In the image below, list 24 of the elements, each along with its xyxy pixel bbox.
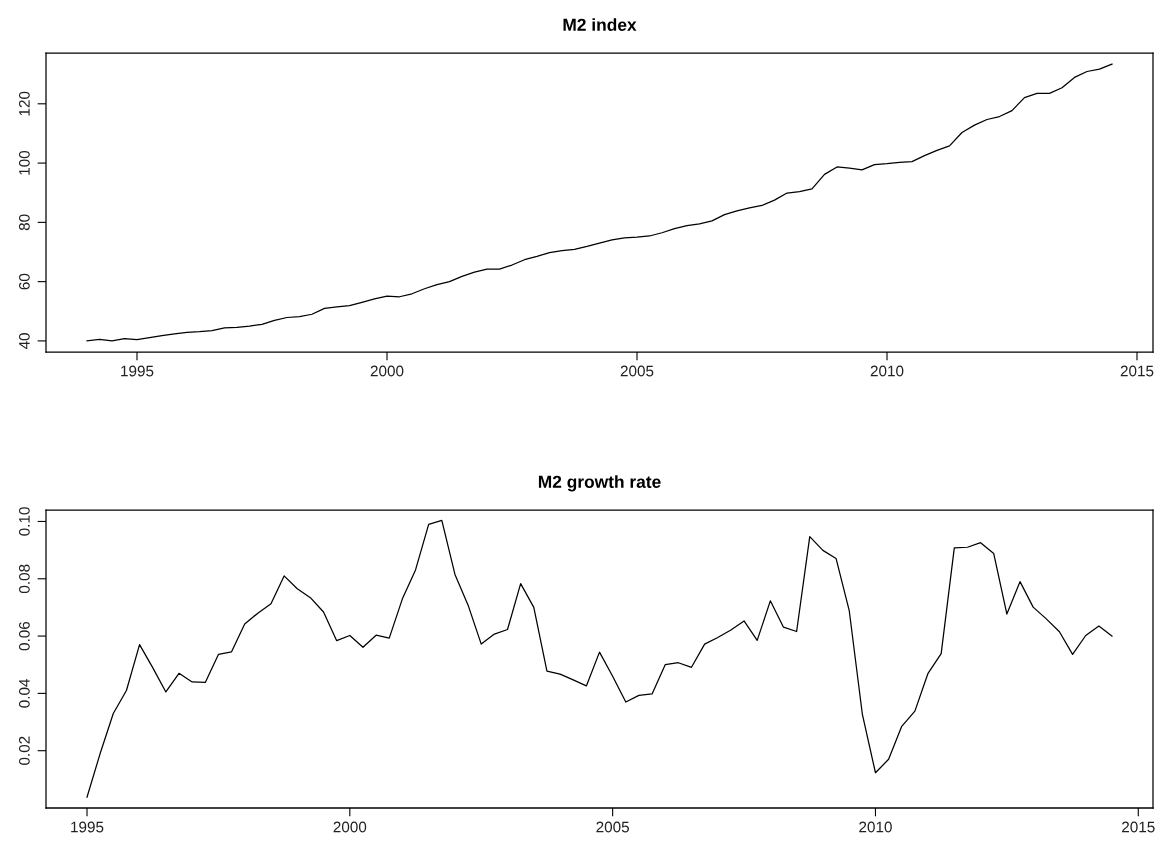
y-tick-label: 0.04	[18, 678, 30, 708]
y-tick-label: 100	[18, 150, 30, 175]
y-tick-label: 0.02	[18, 736, 30, 765]
chart-title: M2 growth rate	[538, 475, 661, 492]
y-tick-label: 80	[18, 214, 30, 231]
x-tick-label: 2015	[1122, 821, 1155, 833]
y-tick-label: 120	[18, 91, 30, 116]
chart-title: M2 index	[563, 18, 637, 31]
x-tick-label: 2005	[596, 821, 629, 833]
y-tick-label: 60	[18, 273, 30, 290]
x-tick-label: 1995	[71, 821, 104, 833]
line-series	[86, 519, 1113, 798]
y-tick-label: 40	[18, 333, 30, 350]
line-series	[86, 63, 1113, 342]
x-tick-label: 2015	[1120, 365, 1154, 377]
x-tick-label: 2010	[859, 821, 892, 833]
y-tick-label: 0.08	[18, 564, 30, 594]
y-tick-label: 0.10	[18, 507, 30, 536]
x-tick-label: 2005	[620, 365, 654, 377]
x-tick-label: 2000	[370, 365, 404, 377]
y-tick-label: 0.06	[18, 621, 30, 651]
x-tick-label: 2010	[870, 365, 904, 377]
x-tick-label: 1995	[121, 365, 154, 377]
x-tick-label: 2000	[333, 821, 367, 833]
